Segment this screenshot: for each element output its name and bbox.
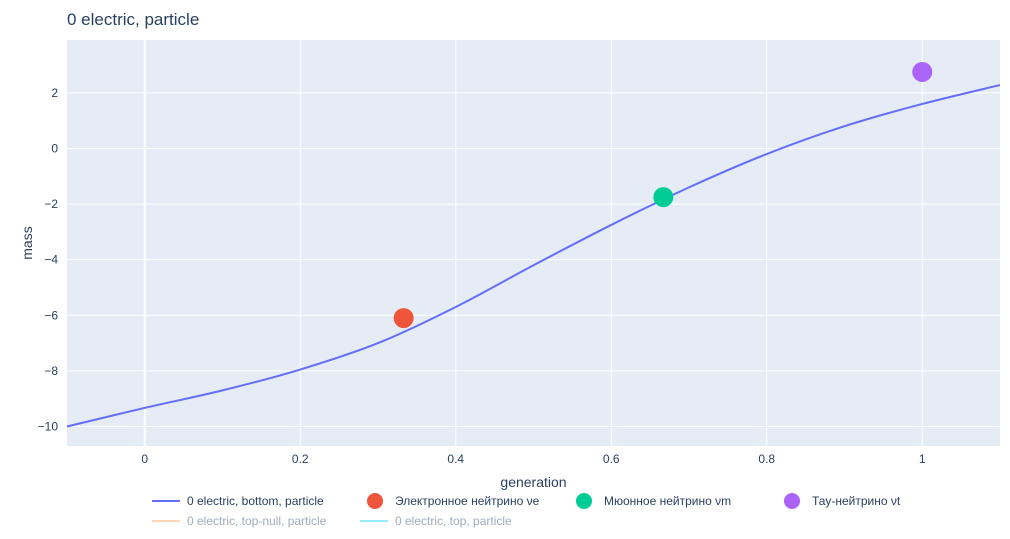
chart-title: 0 electric, particle bbox=[67, 10, 199, 29]
y-axis-title: mass bbox=[19, 226, 35, 259]
y-tick-label: −2 bbox=[44, 197, 58, 211]
legend-item[interactable]: 0 electric, top, particle bbox=[360, 514, 512, 528]
data-point-1[interactable] bbox=[393, 308, 414, 329]
y-tick-label: −4 bbox=[44, 253, 58, 267]
grid-lines bbox=[67, 40, 1000, 446]
legend-label: Тау-нейтрино νt bbox=[812, 494, 901, 508]
x-tick-label: 0.4 bbox=[447, 452, 464, 466]
plot-area[interactable] bbox=[67, 40, 1000, 446]
x-tick-label: 0.8 bbox=[758, 452, 775, 466]
x-tick-label: 1 bbox=[919, 452, 926, 466]
data-point-2[interactable] bbox=[653, 187, 674, 208]
legend-item[interactable]: Тау-нейтрино νt bbox=[784, 493, 901, 509]
series-line-bottom-particle[interactable] bbox=[66, 84, 1001, 428]
y-tick-label: −10 bbox=[38, 420, 59, 434]
data-point-3[interactable] bbox=[912, 61, 933, 82]
legend-marker-swatch bbox=[784, 493, 800, 509]
series-layer bbox=[66, 61, 1001, 428]
x-axis-ticks: 0 0.2 0.4 0.6 0.8 1 bbox=[141, 452, 926, 466]
x-tick-label: 0.2 bbox=[292, 452, 309, 466]
y-tick-label: 2 bbox=[51, 86, 58, 100]
x-tick-label: 0 bbox=[141, 452, 148, 466]
legend-label: 0 electric, top-null, particle bbox=[187, 514, 327, 528]
x-axis-title: generation bbox=[500, 474, 566, 490]
y-tick-label: −8 bbox=[44, 364, 58, 378]
legend-item[interactable]: Мюонное нейтрино νm bbox=[576, 493, 731, 509]
y-tick-label: −6 bbox=[44, 308, 58, 322]
legend-item[interactable]: 0 electric, bottom, particle bbox=[152, 494, 324, 508]
x-tick-label: 0.6 bbox=[603, 452, 620, 466]
y-axis-ticks: −10 −8 −6 −4 −2 0 2 bbox=[38, 86, 59, 434]
legend-marker-swatch bbox=[367, 493, 383, 509]
legend: 0 electric, bottom, particle Электронное … bbox=[152, 493, 901, 528]
legend-label: 0 electric, top, particle bbox=[395, 514, 512, 528]
y-tick-label: 0 bbox=[51, 141, 58, 155]
legend-item[interactable]: 0 electric, top-null, particle bbox=[152, 514, 327, 528]
legend-label: Мюонное нейтрино νm bbox=[604, 494, 731, 508]
legend-label: Электронное нейтрино νe bbox=[395, 494, 540, 508]
legend-marker-swatch bbox=[576, 493, 592, 509]
legend-item[interactable]: Электронное нейтрино νe bbox=[367, 493, 540, 509]
legend-label: 0 electric, bottom, particle bbox=[187, 494, 324, 508]
